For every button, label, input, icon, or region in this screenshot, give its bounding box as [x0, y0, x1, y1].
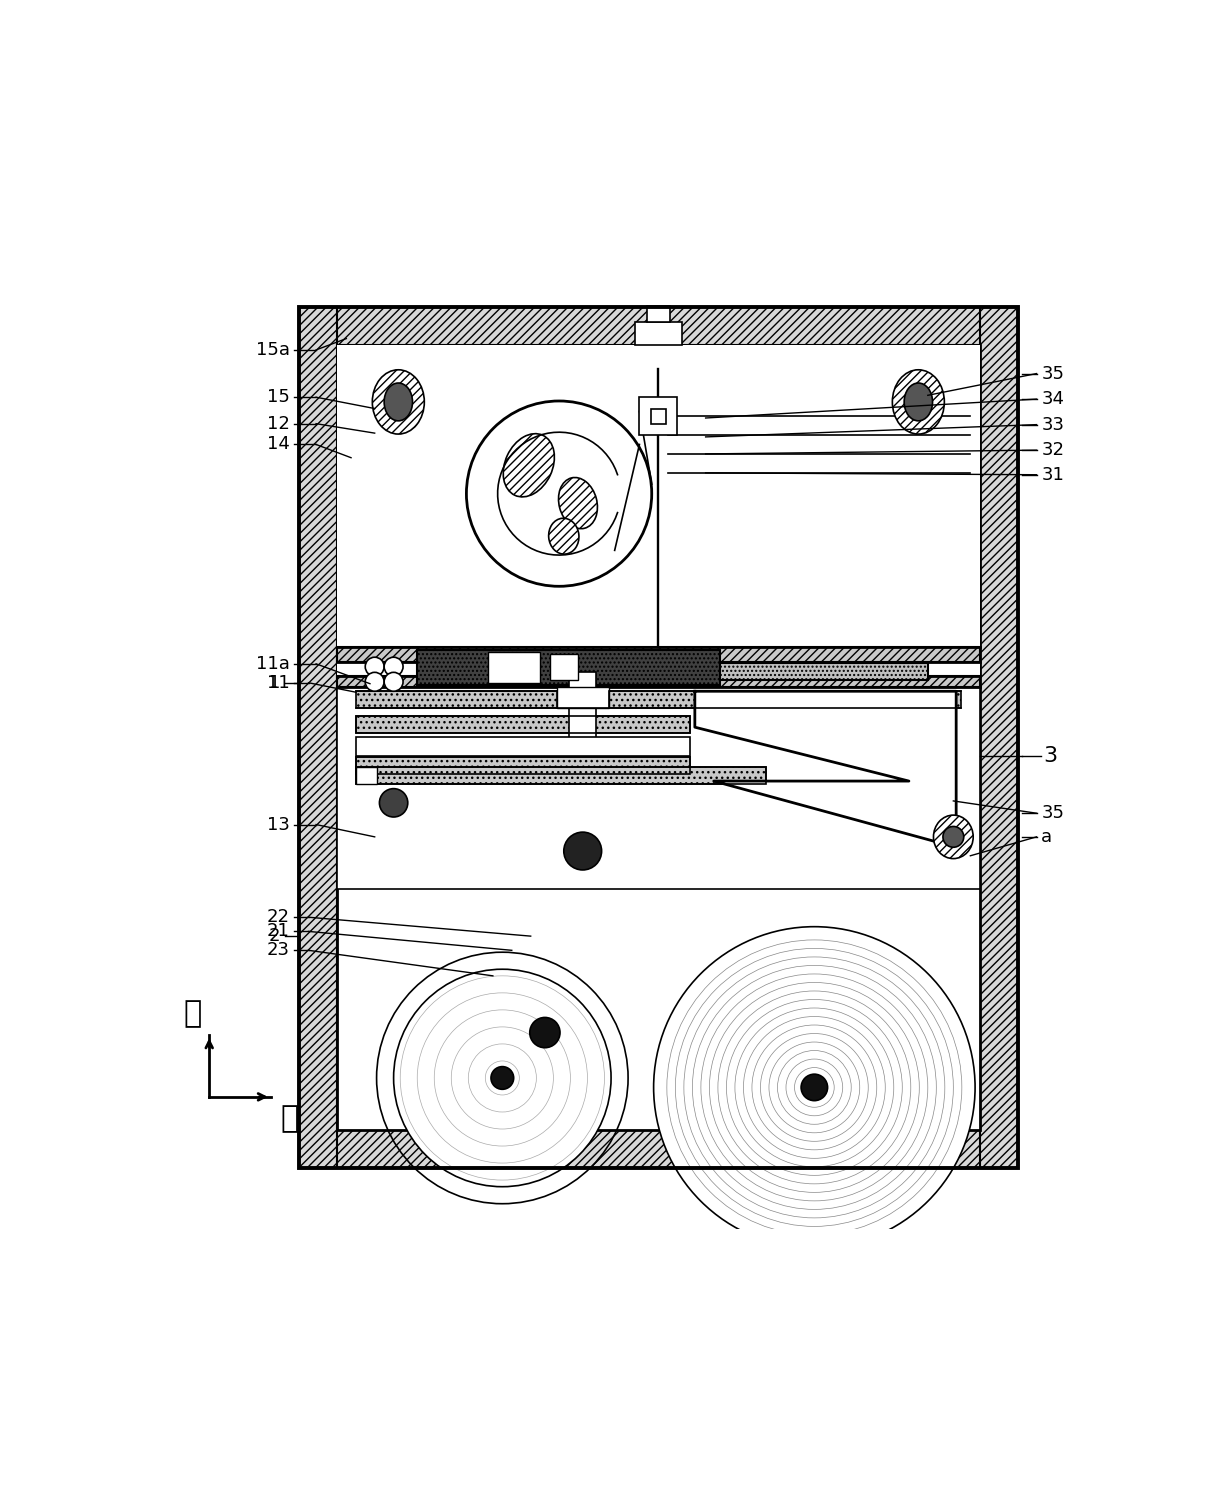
Bar: [556, 688, 609, 709]
Bar: [634, 322, 682, 345]
Bar: [337, 345, 980, 647]
Bar: [417, 650, 720, 685]
Ellipse shape: [892, 370, 944, 434]
Text: 右: 右: [281, 1104, 299, 1134]
Bar: [299, 307, 1017, 1168]
Bar: [337, 676, 980, 688]
Circle shape: [564, 831, 601, 870]
Bar: [356, 737, 691, 755]
Text: 35: 35: [1042, 804, 1064, 822]
Ellipse shape: [549, 518, 580, 554]
Bar: [356, 758, 691, 774]
Circle shape: [365, 658, 384, 676]
Bar: [337, 647, 980, 688]
Bar: [356, 767, 377, 783]
Circle shape: [490, 1067, 514, 1089]
Ellipse shape: [943, 827, 964, 848]
Text: 2: 2: [268, 927, 281, 945]
Circle shape: [466, 401, 651, 586]
Text: 22: 22: [267, 908, 289, 926]
Bar: [356, 767, 766, 783]
Text: 34: 34: [1042, 389, 1064, 407]
Bar: [356, 716, 691, 733]
Bar: [337, 345, 980, 1129]
Text: 14: 14: [267, 436, 289, 454]
Ellipse shape: [503, 433, 554, 497]
Text: 11: 11: [267, 674, 289, 692]
Circle shape: [394, 969, 611, 1186]
Bar: [356, 767, 766, 783]
Text: 11a: 11a: [256, 655, 289, 673]
Bar: [650, 409, 666, 424]
Text: 33: 33: [1042, 415, 1064, 433]
Circle shape: [384, 673, 403, 691]
Text: 13: 13: [267, 815, 289, 833]
Bar: [299, 307, 337, 1168]
Text: 21: 21: [267, 923, 289, 941]
Bar: [720, 664, 928, 680]
Bar: [299, 1129, 1017, 1168]
Circle shape: [384, 658, 403, 676]
Ellipse shape: [559, 478, 598, 529]
Text: 31: 31: [1042, 466, 1064, 484]
Ellipse shape: [379, 788, 407, 816]
Text: 15: 15: [267, 388, 289, 406]
Ellipse shape: [529, 1017, 560, 1047]
Circle shape: [365, 673, 384, 691]
Bar: [337, 688, 980, 888]
Bar: [337, 647, 980, 662]
Text: 15a: 15a: [256, 342, 289, 360]
Ellipse shape: [933, 815, 974, 858]
Bar: [570, 673, 595, 749]
Bar: [647, 307, 670, 322]
Bar: [488, 652, 540, 683]
Text: 23: 23: [267, 941, 289, 959]
Ellipse shape: [372, 370, 425, 434]
Polygon shape: [695, 691, 956, 848]
Ellipse shape: [904, 383, 932, 421]
Text: 32: 32: [1042, 440, 1064, 460]
Text: 1: 1: [268, 674, 281, 692]
Bar: [356, 716, 691, 733]
Bar: [299, 307, 1017, 345]
Text: 12: 12: [267, 415, 289, 433]
Text: a: a: [1042, 828, 1053, 846]
Circle shape: [654, 927, 975, 1248]
Text: 前: 前: [183, 999, 201, 1028]
Circle shape: [802, 1074, 827, 1101]
Text: 3: 3: [1043, 746, 1058, 767]
Ellipse shape: [384, 383, 412, 421]
Bar: [549, 655, 578, 680]
Bar: [639, 397, 677, 434]
Bar: [356, 758, 691, 774]
Bar: [356, 691, 961, 709]
Text: 35: 35: [1042, 364, 1064, 382]
Bar: [980, 307, 1017, 1168]
